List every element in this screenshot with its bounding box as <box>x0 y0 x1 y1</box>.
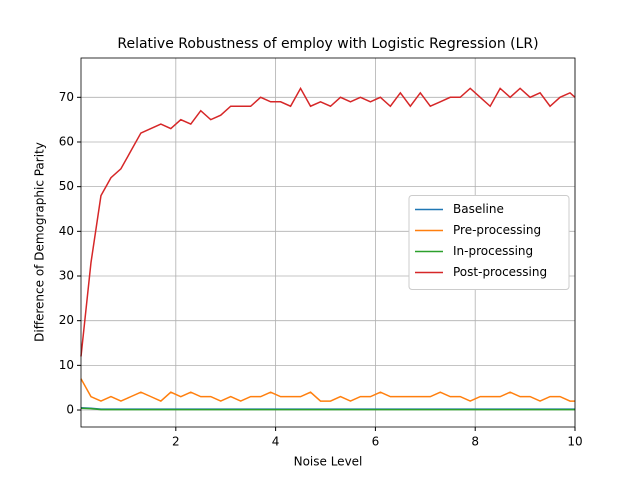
y-tick-label: 40 <box>59 224 74 238</box>
y-tick-label: 30 <box>59 269 74 283</box>
y-tick-label: 10 <box>59 358 74 372</box>
legend-label: Baseline <box>453 202 504 216</box>
y-tick-label: 20 <box>59 313 74 327</box>
y-tick-label: 70 <box>59 90 74 104</box>
series-line <box>80 407 575 411</box>
series-line <box>80 86 576 357</box>
legend-label: In-processing <box>453 244 533 258</box>
x-tick-label: 10 <box>567 435 582 449</box>
plot-frame <box>80 57 576 428</box>
x-axis-label: Noise Level <box>294 455 363 469</box>
y-tick-label: 0 <box>66 403 74 417</box>
x-tick-label: 8 <box>471 435 479 449</box>
y-tick-label: 50 <box>59 179 74 193</box>
chart-title: Relative Robustness of employ with Logis… <box>117 36 538 52</box>
x-tick-label: 2 <box>172 435 180 449</box>
series-line <box>80 378 575 402</box>
legend-box <box>408 195 570 290</box>
y-axis-label: Difference of Demographic Parity <box>33 142 47 342</box>
x-tick-label: 6 <box>372 435 380 449</box>
legend-label: Post-processing <box>453 265 547 279</box>
y-tick-label: 60 <box>59 134 74 148</box>
x-tick-label: 4 <box>272 435 280 449</box>
legend-label: Pre-processing <box>453 223 541 237</box>
